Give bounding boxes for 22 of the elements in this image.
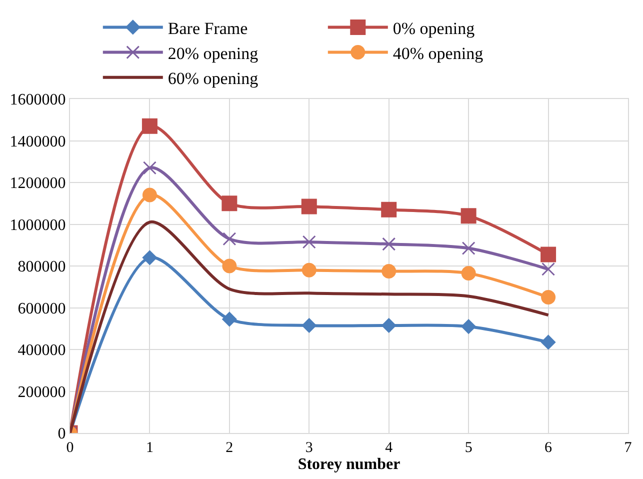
y-tick-label: 800000 bbox=[18, 258, 66, 276]
x-tick-label: 4 bbox=[385, 440, 394, 456]
legend-label: 20% opening bbox=[168, 44, 259, 63]
y-tick-label: 1400000 bbox=[10, 133, 66, 150]
x-tick-label: 5 bbox=[464, 440, 472, 456]
x-tick-label: 7 bbox=[624, 440, 632, 456]
x-tick-label: 2 bbox=[226, 440, 234, 456]
x-axis-title: Storey number bbox=[298, 456, 400, 473]
x-tick-label: 3 bbox=[305, 440, 313, 456]
y-tick-label: 1200000 bbox=[10, 175, 66, 192]
x-tick-label: 1 bbox=[146, 440, 154, 456]
y-tick-label: 0 bbox=[58, 426, 66, 443]
y-tick-label: 1600000 bbox=[10, 92, 66, 109]
legend-label: 0% opening bbox=[392, 18, 476, 38]
y-tick-label: 1000000 bbox=[10, 216, 66, 234]
y-tick-label: 200000 bbox=[18, 384, 66, 401]
legend-label: 40% opening bbox=[392, 44, 484, 63]
y-tick-label: 600000 bbox=[18, 300, 66, 318]
y-tick-label: 400000 bbox=[18, 342, 66, 360]
legend-label: 60% opening bbox=[168, 69, 259, 88]
x-tick-label: 6 bbox=[544, 440, 553, 456]
legend-label: Bare Frame bbox=[168, 18, 248, 38]
